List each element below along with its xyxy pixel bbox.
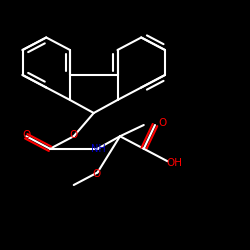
Text: O: O [70,130,78,140]
Text: O: O [22,130,30,140]
Text: O: O [92,169,100,179]
Text: NH: NH [92,144,106,154]
Text: OH: OH [166,158,182,168]
Text: O: O [158,118,166,128]
